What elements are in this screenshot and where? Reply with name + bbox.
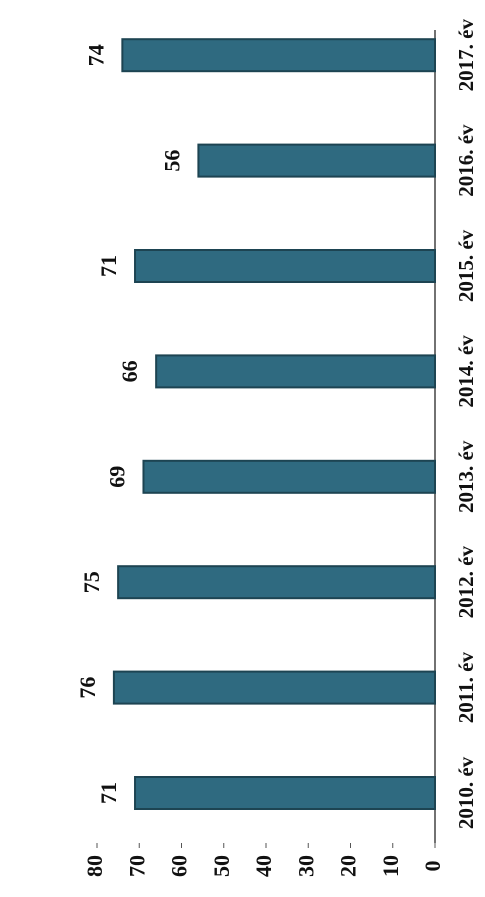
value-label: 71 — [96, 782, 121, 804]
y-tick-label: 0 — [420, 861, 445, 872]
bar — [197, 143, 436, 178]
x-tick-label: 2012. év — [454, 546, 478, 619]
y-tick-label: 60 — [167, 855, 192, 877]
x-tick-label: 2014. év — [454, 335, 478, 408]
value-label: 56 — [159, 150, 184, 172]
value-label: 76 — [75, 677, 100, 699]
value-label: 69 — [105, 466, 130, 488]
value-label: 71 — [96, 255, 121, 277]
bar — [142, 459, 436, 494]
y-tick-label: 10 — [378, 855, 403, 877]
bar — [134, 776, 436, 810]
y-tick-label: 40 — [251, 855, 276, 877]
value-label: 74 — [83, 44, 108, 66]
x-tick-label: 2010. év — [454, 756, 478, 829]
y-tick-label: 70 — [124, 855, 149, 877]
y-tick-label: 20 — [336, 855, 361, 877]
x-tick-label: 2016. év — [454, 124, 478, 197]
x-tick-label: 2015. év — [454, 229, 478, 302]
bar — [134, 249, 436, 283]
bar — [117, 565, 436, 600]
bar — [121, 38, 436, 73]
x-tick-label: 2017. év — [454, 19, 478, 92]
bar — [112, 670, 437, 705]
value-label: 75 — [79, 571, 104, 593]
x-tick-label: 2013. év — [454, 440, 478, 513]
x-tick-label: 2011. év — [454, 652, 478, 724]
y-tick-label: 80 — [82, 855, 107, 877]
bar — [155, 354, 436, 389]
y-tick-label: 50 — [209, 855, 234, 877]
value-label: 66 — [117, 360, 142, 382]
y-tick-label: 30 — [293, 855, 318, 877]
